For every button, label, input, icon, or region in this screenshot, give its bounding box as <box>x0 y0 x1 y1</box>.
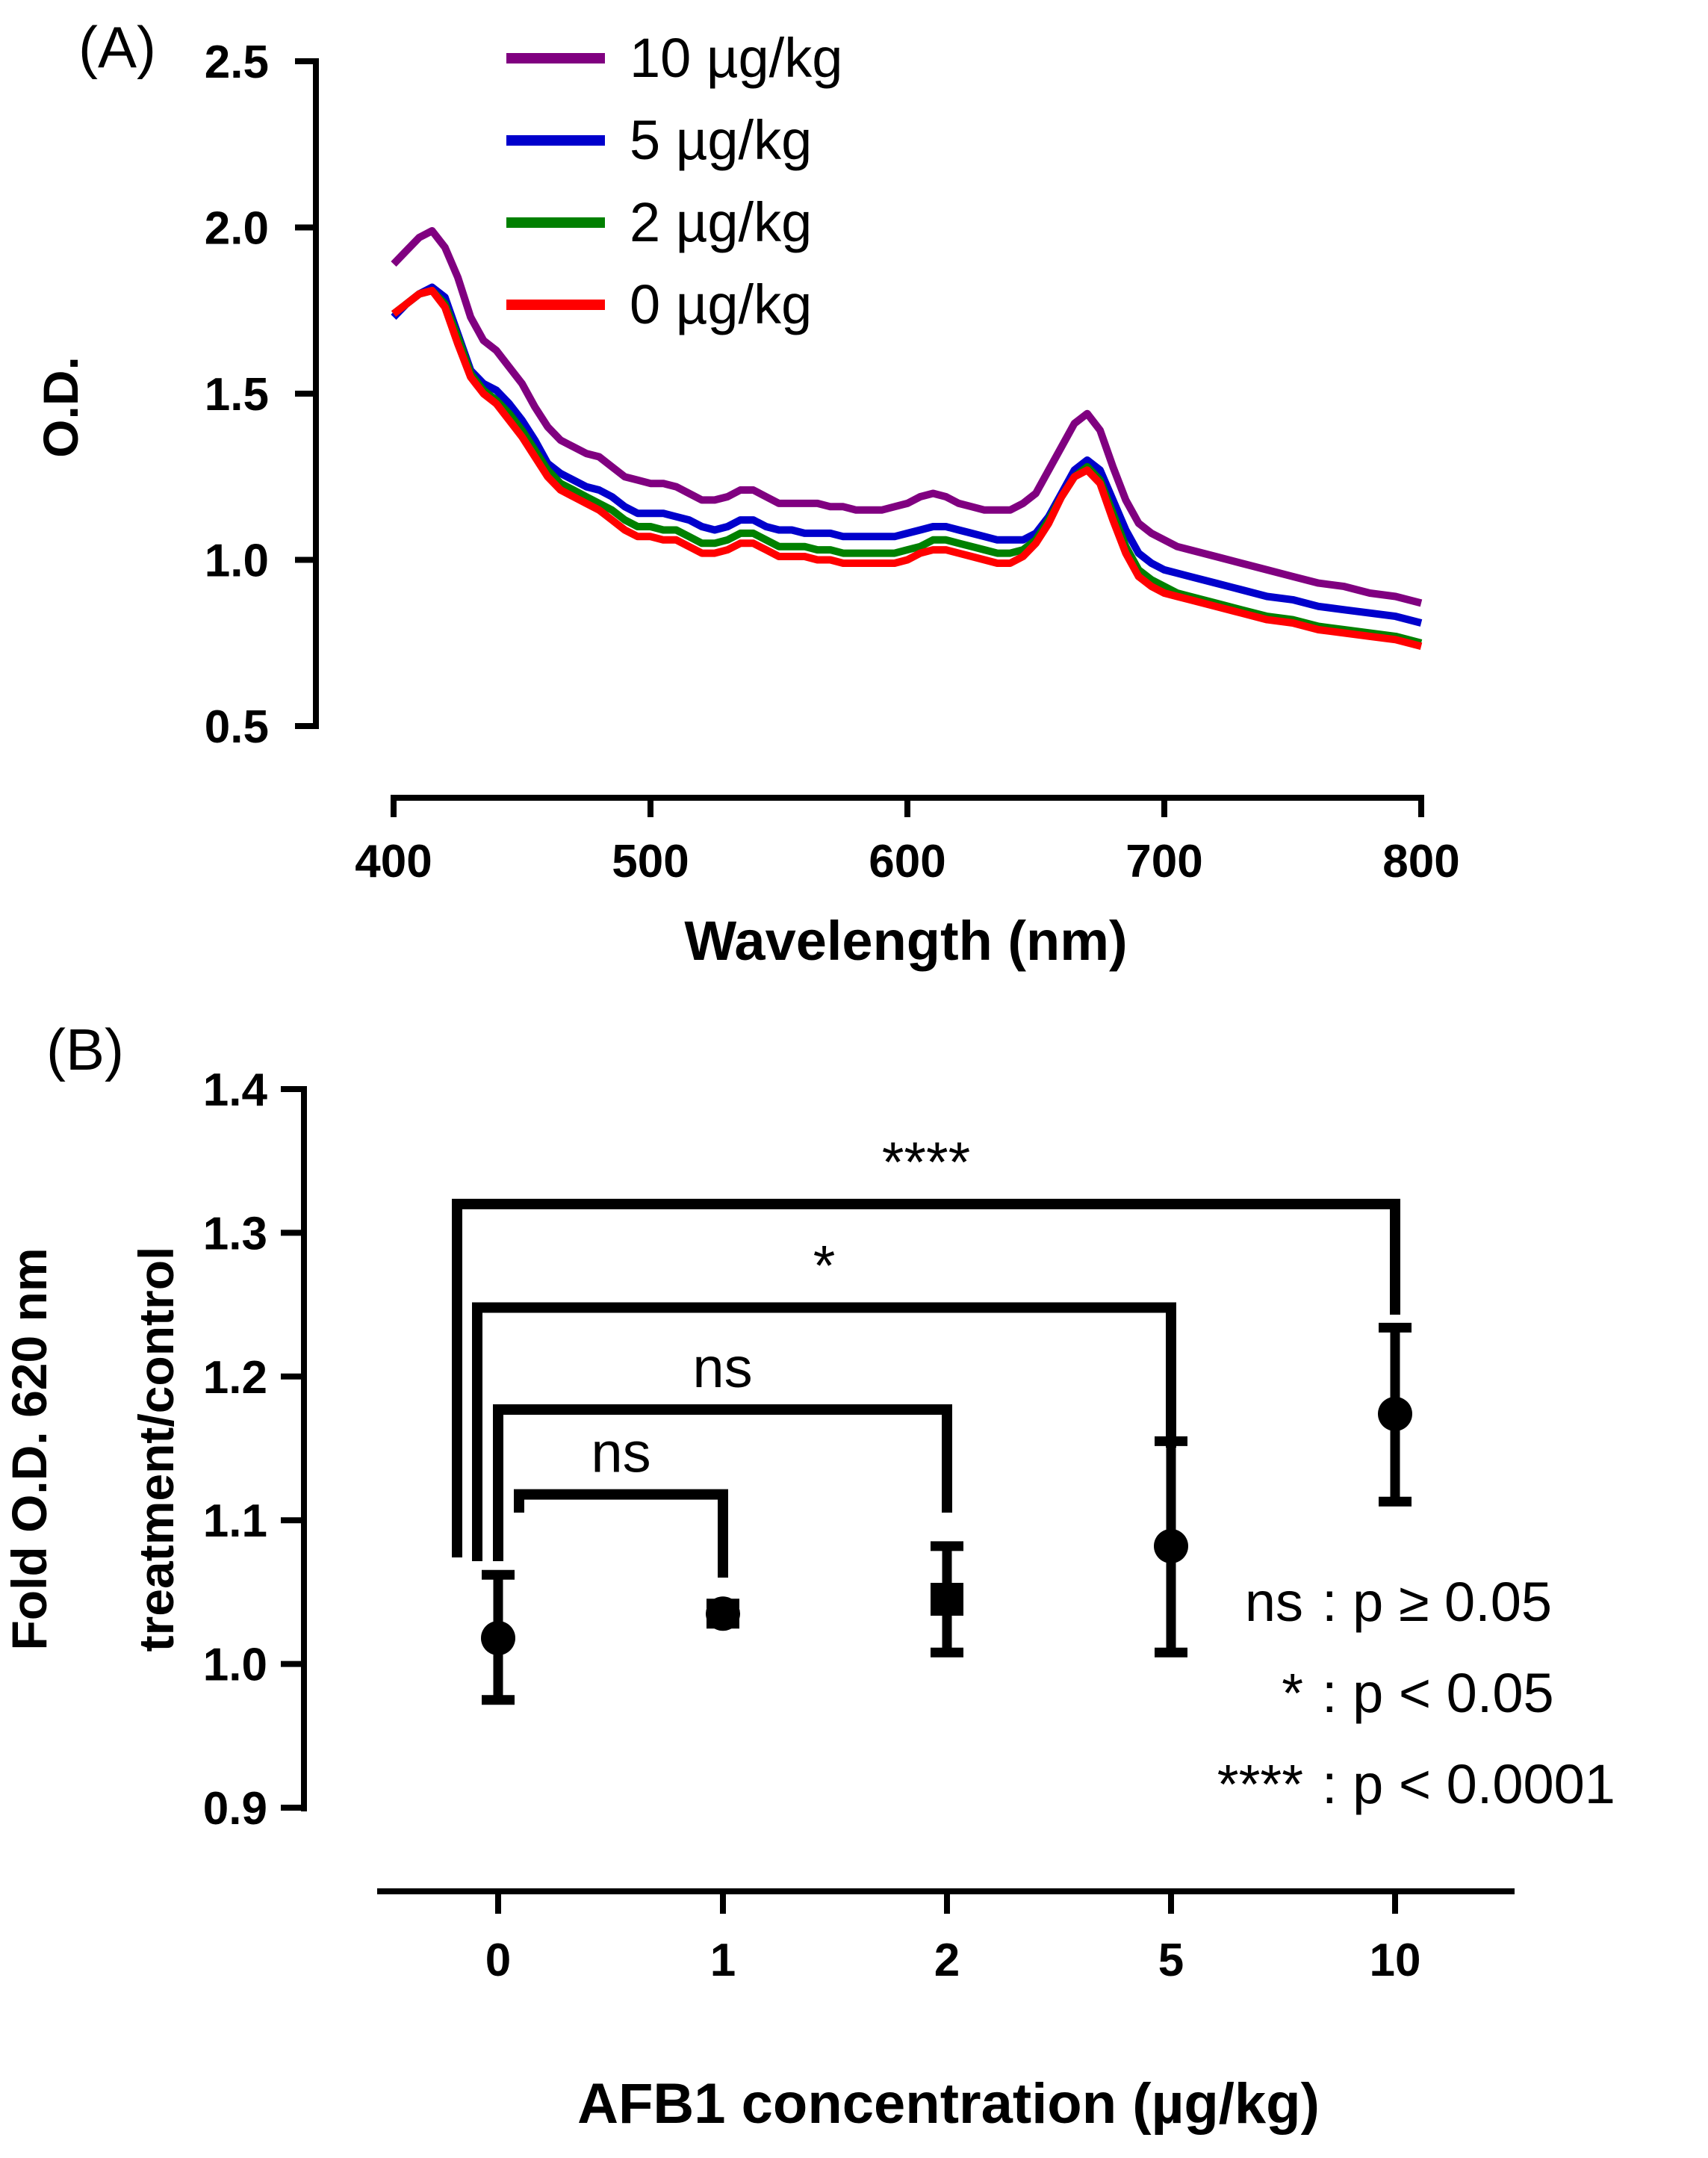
panel-b-points <box>481 1322 1412 1705</box>
x-tick-label: 500 <box>612 836 689 887</box>
y-tick-label: 1.5 <box>205 369 269 421</box>
data-point <box>481 1620 515 1655</box>
x-tick-label: 600 <box>869 836 945 887</box>
legend-label-2: 2 µg/kg <box>630 191 812 253</box>
key-symbol-ns: ns <box>1245 1571 1303 1633</box>
comparison-label: ns <box>692 1336 752 1400</box>
key-text-single: : p < 0.05 <box>1322 1662 1554 1724</box>
key-symbol-quad: **** <box>1217 1753 1303 1815</box>
panel-b-y-axis-label-line2: treatment/control <box>128 1247 184 1652</box>
series-line-10ugkg <box>391 227 1423 607</box>
comparison-bracket <box>493 1404 952 1561</box>
x-tick-label: 2 <box>934 1935 960 1986</box>
panel-a-x-axis-label: Wavelength (nm) <box>684 910 1127 972</box>
x-tick-label: 400 <box>355 836 432 887</box>
panel-a: (A) 0.5 1.0 1.5 2.0 2.5 400 500 600 700 800 O.D.… <box>33 14 1460 972</box>
significance-key: ns : p ≥ 0.05 * : p < 0.05 **** : p < 0.… <box>1217 1571 1615 1815</box>
y-tick-label: 0.9 <box>203 1783 267 1835</box>
series-line-5ugkg <box>391 283 1423 627</box>
comparison-label: **** <box>882 1131 970 1194</box>
x-tick-label: 10 <box>1370 1935 1421 1986</box>
legend-label-5: 5 µg/kg <box>630 109 812 171</box>
panel-a-y-ticks: 0.5 1.0 1.5 2.0 2.5 <box>205 37 319 753</box>
y-tick-label: 1.1 <box>203 1495 267 1547</box>
comparison-bracket <box>452 1198 1400 1557</box>
panel-a-x-ticks: 400 500 600 700 800 <box>355 795 1460 887</box>
panel-a-label: (A) <box>78 14 156 80</box>
panel-b-x-axis-label: AFB1 concentration (µg/kg) <box>577 2072 1320 2136</box>
y-tick-label: 1.0 <box>203 1640 267 1691</box>
key-symbol-single: * <box>1282 1662 1303 1724</box>
key-text-ns: : p ≥ 0.05 <box>1322 1571 1552 1633</box>
data-point <box>706 1596 740 1631</box>
y-tick-label: 0.5 <box>205 701 269 753</box>
series-line-0ugkg <box>391 287 1423 651</box>
y-tick-label: 1.4 <box>203 1064 268 1116</box>
y-tick-label: 1.2 <box>203 1352 267 1404</box>
x-tick-label: 0 <box>485 1935 511 1986</box>
x-tick-label: 800 <box>1382 836 1459 887</box>
comparison-label: * <box>813 1234 836 1297</box>
panel-b-y-ticks: 0.9 1.0 1.1 1.2 1.3 1.4 <box>203 1064 307 1835</box>
panel-a-y-axis-label: O.D. <box>33 356 88 458</box>
data-point <box>1154 1528 1188 1563</box>
x-tick-label: 5 <box>1158 1935 1184 1986</box>
series-line-2ugkg <box>391 287 1423 647</box>
comparison-label: ns <box>591 1421 650 1485</box>
legend-label-0: 0 µg/kg <box>630 273 812 335</box>
legend-label-10: 10 µg/kg <box>630 27 842 89</box>
data-point <box>931 1583 963 1616</box>
y-tick-label: 1.0 <box>205 536 269 587</box>
panel-b-x-ticks: 0 1 2 5 10 <box>485 1888 1421 1986</box>
x-tick-label: 700 <box>1125 836 1202 887</box>
comparison-bracket <box>472 1302 1176 1561</box>
comparison-bracket <box>514 1489 728 1578</box>
panel-b-y-axis-label-line1: Fold O.D. 620 nm <box>1 1247 57 1650</box>
panel-b-label: (B) <box>46 1017 124 1082</box>
key-text-quad: : p < 0.0001 <box>1322 1753 1615 1815</box>
panel-b: (B) 0.91.01.11.21.31.4 0 1 2 5 10 nsns***** … <box>1 1017 1615 2136</box>
y-tick-label: 2.5 <box>205 37 269 88</box>
y-tick-label: 2.0 <box>205 203 269 255</box>
panel-a-legend: 10 µg/kg 5 µg/kg 2 µg/kg 0 µg/kg <box>506 27 842 335</box>
data-point <box>1378 1396 1412 1431</box>
panel-a-series-group <box>391 227 1423 651</box>
y-tick-label: 1.3 <box>203 1208 267 1259</box>
x-tick-label: 1 <box>710 1935 736 1986</box>
